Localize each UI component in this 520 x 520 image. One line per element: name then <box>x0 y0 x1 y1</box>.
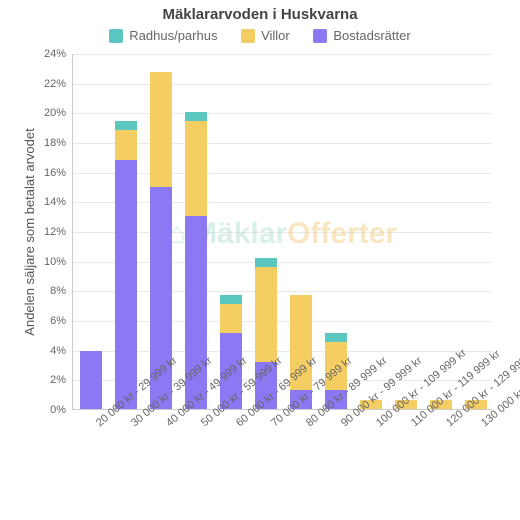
legend-item-radhus: Radhus/parhus <box>109 28 217 43</box>
y-tick-label: 6% <box>6 315 66 327</box>
chart-legend: Radhus/parhus Villor Bostadsrätter <box>0 28 520 46</box>
legend-swatch <box>241 29 255 43</box>
x-tick-label: 80 000 kr - 89 999 kr <box>304 420 312 429</box>
legend-swatch <box>109 29 123 43</box>
legend-label: Bostadsrätter <box>333 28 410 43</box>
bar-segment-radhus <box>185 112 207 121</box>
bar-segment-villor <box>150 72 172 186</box>
x-tick-label: 20 000 kr - 29 999 kr <box>94 420 102 429</box>
bar-segment-villor <box>115 130 137 160</box>
x-tick-label: 130 000 kr - 139 999 kr <box>479 420 487 429</box>
legend-item-villor: Villor <box>241 28 290 43</box>
x-tick-label: 120 000 kr - 129 999 kr <box>444 420 452 429</box>
y-tick-label: 4% <box>6 345 66 357</box>
y-tick-label: 0% <box>6 404 66 416</box>
x-tick-label: 60 000 kr - 69 999 kr <box>234 420 242 429</box>
bar <box>115 121 137 409</box>
legend-label: Radhus/parhus <box>129 28 217 43</box>
x-tick-label: 40 000 kr - 49 999 kr <box>164 420 172 429</box>
y-tick-label: 20% <box>6 107 66 119</box>
bars-layer <box>73 54 492 409</box>
x-tick-label: 70 000 kr - 79 999 kr <box>269 420 277 429</box>
chart-title: Mäklararvoden i Huskvarna <box>0 6 520 23</box>
y-tick-label: 22% <box>6 78 66 90</box>
x-tick-label: 100 000 kr - 109 999 kr <box>374 420 382 429</box>
y-tick-label: 18% <box>6 137 66 149</box>
y-tick-label: 24% <box>6 48 66 60</box>
y-tick-label: 16% <box>6 167 66 179</box>
x-tick-label: 110 000 kr - 119 999 kr <box>409 420 417 429</box>
x-tick-label: 50 000 kr - 59 999 kr <box>199 420 207 429</box>
x-tick-label: 30 000 kr - 39 999 kr <box>129 420 137 429</box>
bar-segment-villor <box>185 121 207 216</box>
legend-item-bostadsratter: Bostadsrätter <box>313 28 410 43</box>
bar-segment-radhus <box>220 295 242 304</box>
bar-segment-bostadsratter <box>115 160 137 409</box>
bar-segment-bostadsratter <box>80 351 102 409</box>
bar <box>80 351 102 409</box>
plot-area: ⌂MäklarOfferter <box>72 54 492 410</box>
y-tick-label: 12% <box>6 226 66 238</box>
legend-label: Villor <box>261 28 290 43</box>
bar-segment-villor <box>220 304 242 334</box>
x-tick-label: 90 000 kr - 99 999 kr <box>339 420 347 429</box>
legend-swatch <box>313 29 327 43</box>
y-tick-label: 10% <box>6 256 66 268</box>
bar-segment-radhus <box>115 121 137 130</box>
y-tick-label: 2% <box>6 374 66 386</box>
y-tick-label: 14% <box>6 196 66 208</box>
bar-segment-radhus <box>255 258 277 267</box>
bar-segment-villor <box>255 267 277 362</box>
bar-segment-radhus <box>325 333 347 342</box>
y-tick-label: 8% <box>6 285 66 297</box>
chart-container: Mäklararvoden i Huskvarna Radhus/parhus … <box>0 0 520 520</box>
